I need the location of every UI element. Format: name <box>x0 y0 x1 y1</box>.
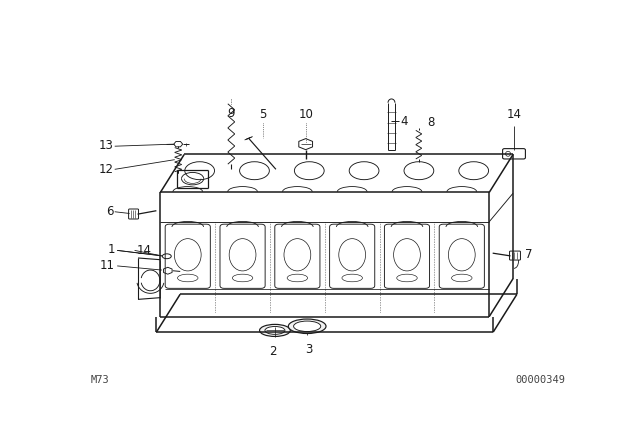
Text: 5: 5 <box>259 108 266 121</box>
Text: 7: 7 <box>525 248 533 261</box>
Text: M73: M73 <box>91 375 109 385</box>
Text: 8: 8 <box>428 116 435 129</box>
Text: 11: 11 <box>100 259 115 272</box>
Text: 13: 13 <box>99 139 114 152</box>
Text: 3: 3 <box>305 343 312 356</box>
Text: 14: 14 <box>506 108 522 121</box>
Text: 14: 14 <box>137 244 152 257</box>
FancyBboxPatch shape <box>509 251 520 260</box>
Text: 2: 2 <box>269 345 276 358</box>
Ellipse shape <box>294 321 321 332</box>
FancyBboxPatch shape <box>129 209 138 219</box>
Text: 4: 4 <box>401 115 408 128</box>
Text: 6: 6 <box>106 205 114 218</box>
Text: 12: 12 <box>99 163 114 176</box>
Ellipse shape <box>265 327 285 334</box>
Text: 1: 1 <box>108 243 115 256</box>
Ellipse shape <box>163 254 172 258</box>
Text: 10: 10 <box>298 108 313 121</box>
FancyBboxPatch shape <box>502 149 525 159</box>
Ellipse shape <box>260 324 291 336</box>
Text: 00000349: 00000349 <box>515 375 565 385</box>
Ellipse shape <box>288 319 326 333</box>
Text: 9: 9 <box>228 107 235 120</box>
